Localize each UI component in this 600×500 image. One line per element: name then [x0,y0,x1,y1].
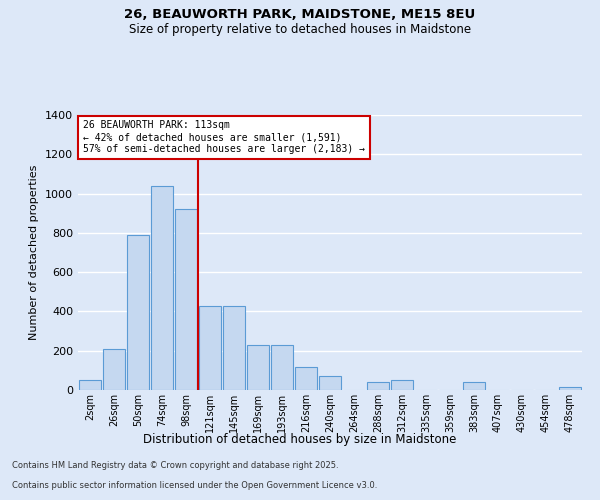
Bar [199,306,221,390]
Bar [79,380,101,390]
Bar [463,382,485,390]
Text: Size of property relative to detached houses in Maidstone: Size of property relative to detached ho… [129,22,471,36]
Bar [559,387,581,390]
Bar [127,235,149,390]
Bar [103,349,125,390]
Bar [247,345,269,390]
Text: 26, BEAUWORTH PARK, MAIDSTONE, ME15 8EU: 26, BEAUWORTH PARK, MAIDSTONE, ME15 8EU [124,8,476,20]
Bar [151,186,173,390]
Text: Contains HM Land Registry data © Crown copyright and database right 2025.: Contains HM Land Registry data © Crown c… [12,461,338,470]
Bar [295,368,317,390]
Y-axis label: Number of detached properties: Number of detached properties [29,165,40,340]
Bar [367,382,389,390]
Bar [175,210,197,390]
Bar [223,306,245,390]
Bar [319,376,341,390]
Text: Distribution of detached houses by size in Maidstone: Distribution of detached houses by size … [143,432,457,446]
Bar [271,345,293,390]
Text: 26 BEAUWORTH PARK: 113sqm
← 42% of detached houses are smaller (1,591)
57% of se: 26 BEAUWORTH PARK: 113sqm ← 42% of detac… [83,120,365,154]
Bar [391,380,413,390]
Text: Contains public sector information licensed under the Open Government Licence v3: Contains public sector information licen… [12,481,377,490]
